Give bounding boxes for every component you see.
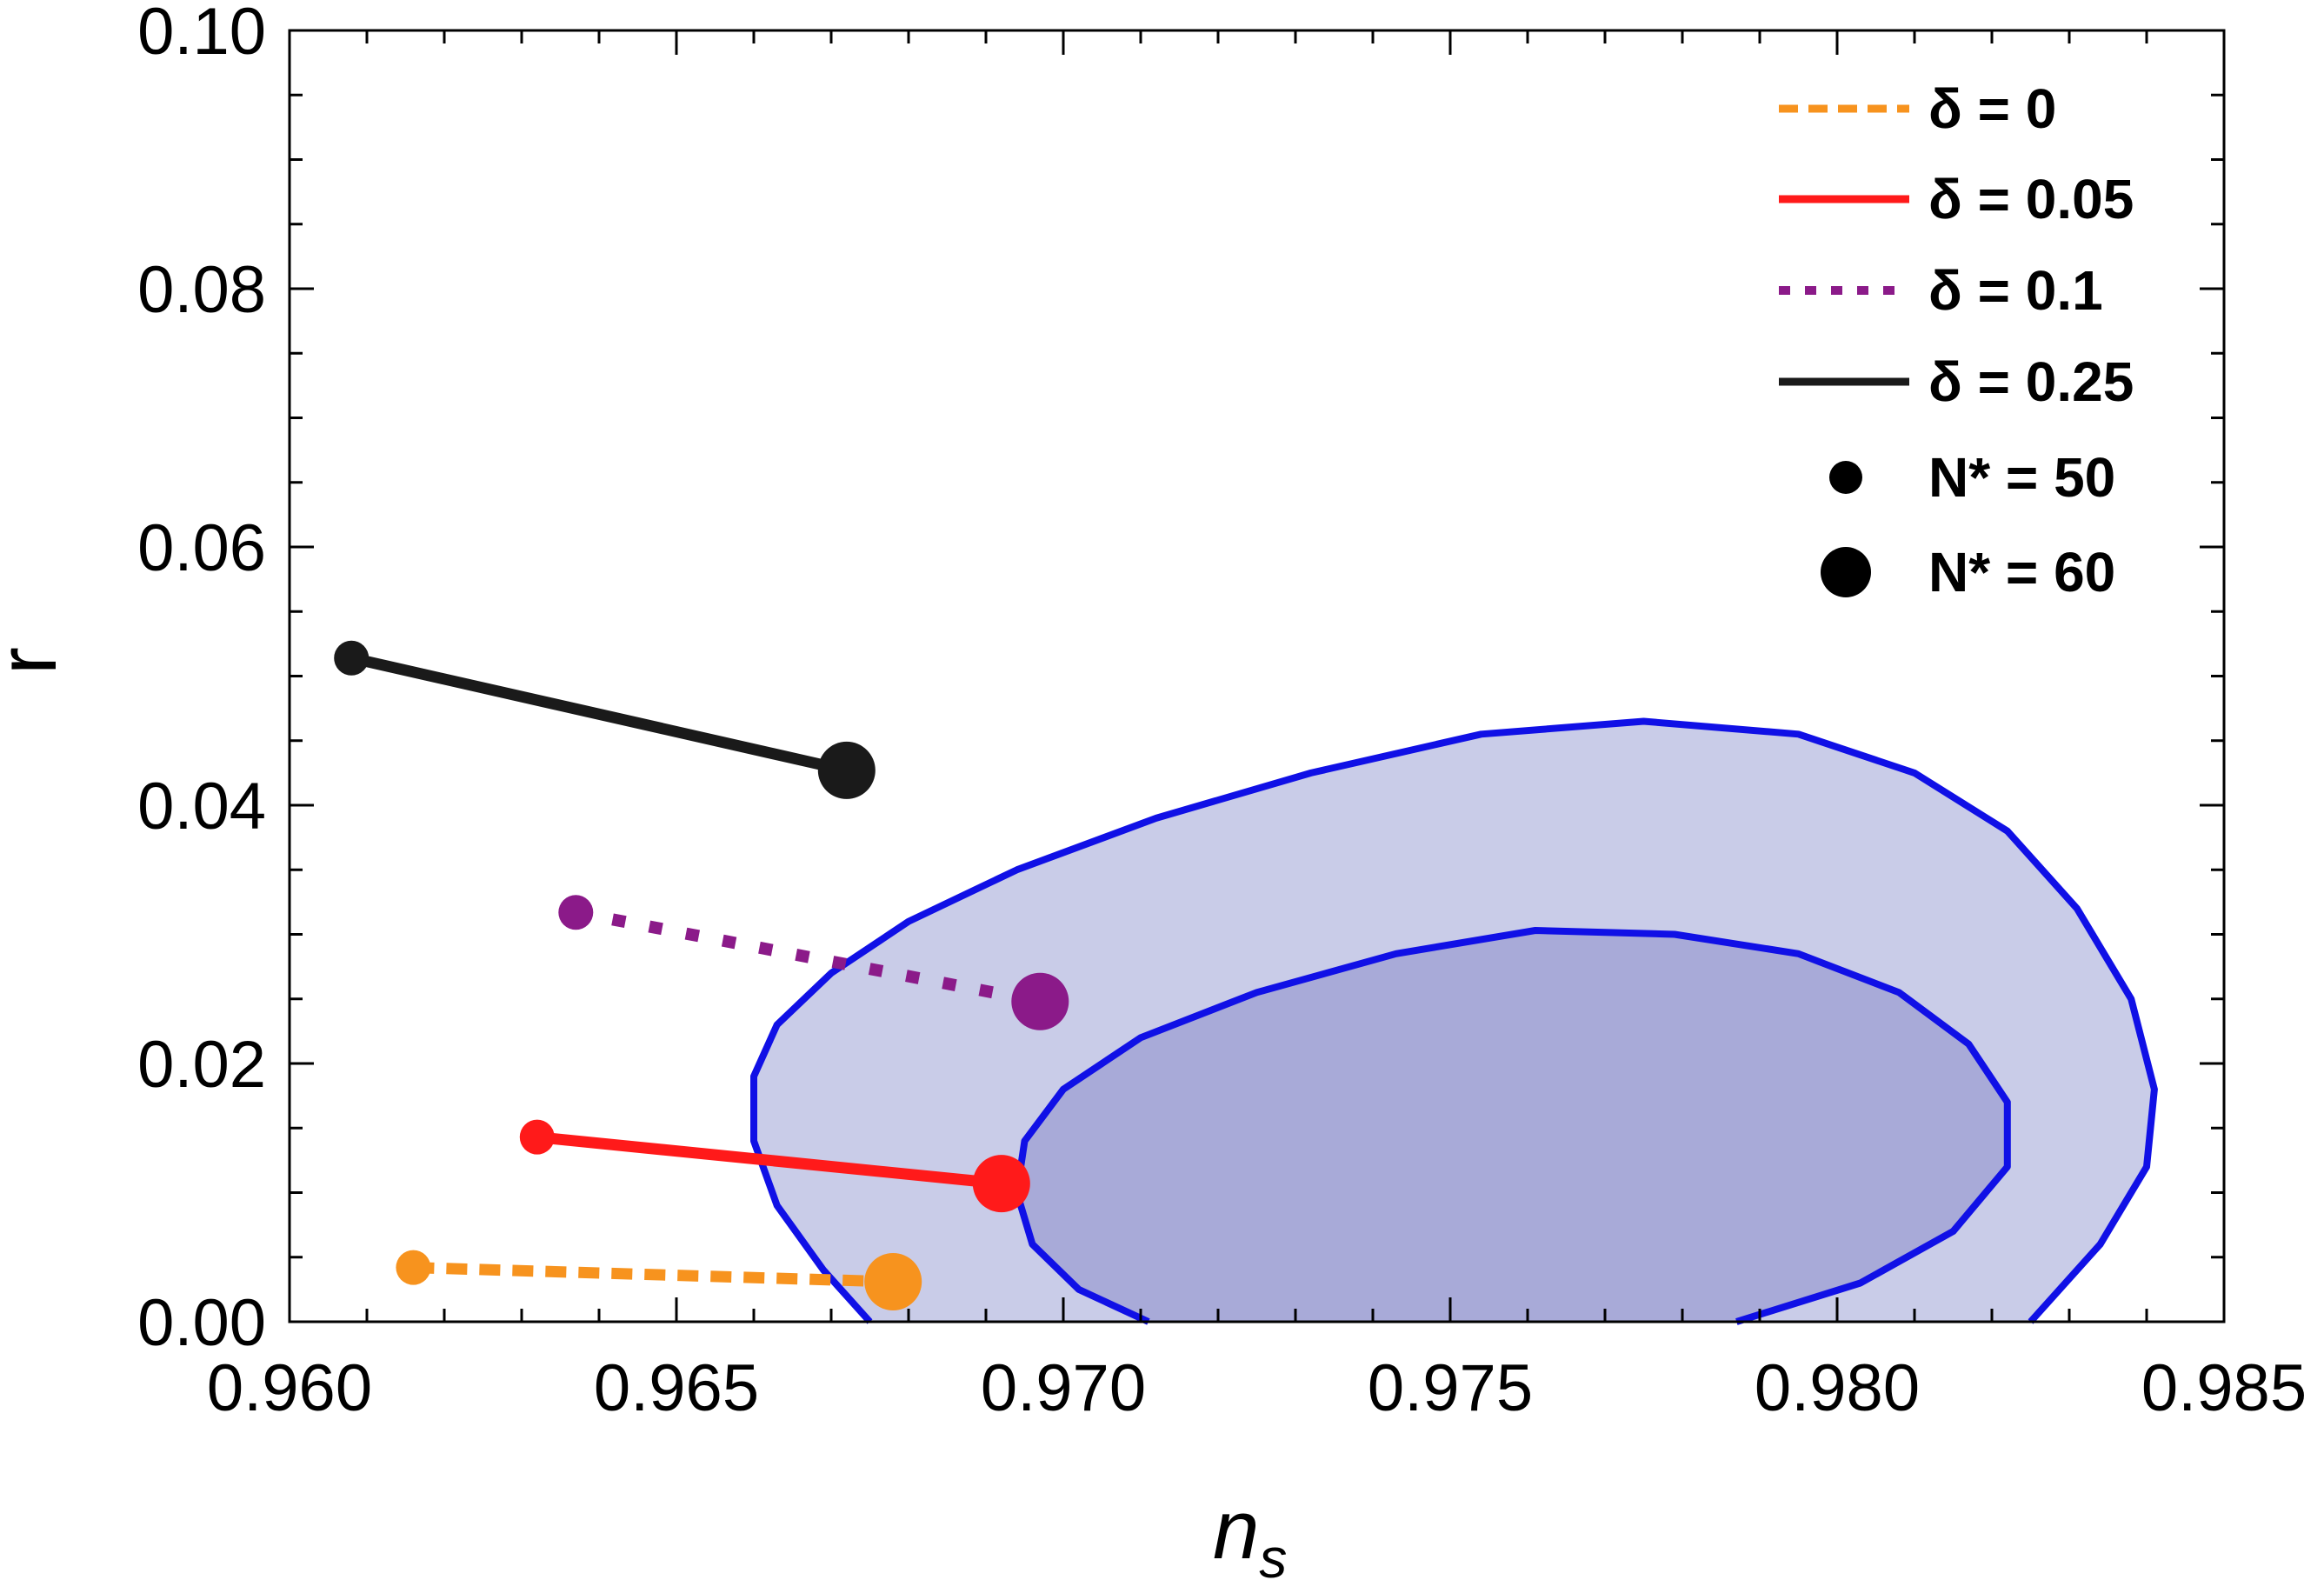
series-line-3	[350, 652, 849, 777]
series-line-0	[413, 1262, 894, 1288]
series-point-n60-1	[972, 1155, 1030, 1213]
axis-ticks	[288, 29, 2226, 1323]
y-tick-labels: 0.00 0.02 0.04 0.06 0.08 0.10	[137, 0, 266, 1360]
series-point-n50-3	[334, 640, 370, 676]
legend-marker-small	[1829, 461, 1862, 494]
legend-label-n60: N* = 60	[1928, 541, 2115, 603]
legend-marker-large	[1821, 547, 1871, 597]
series-point-n60-3	[817, 741, 876, 799]
y-tick-label: 0.10	[137, 0, 266, 69]
x-tick-label: 0.965	[594, 1351, 759, 1425]
x-tick-label: 0.970	[981, 1351, 1146, 1425]
legend-label-n50: N* = 50	[1928, 446, 2115, 509]
series-point-n50-1	[519, 1119, 555, 1155]
y-tick-label: 0.06	[137, 511, 266, 585]
series-point-n50-2	[558, 895, 594, 930]
series-point-n60-0	[864, 1252, 922, 1310]
series-line-2	[574, 906, 1042, 1008]
legend-label-delta-0: δ = 0	[1928, 77, 2056, 140]
legend: δ = 0 δ = 0.05 δ = 0.1 δ = 0.25 N* = 50 …	[1779, 77, 2134, 603]
series-line-1	[536, 1131, 1002, 1190]
x-tick-label: 0.960	[207, 1351, 372, 1425]
series-point-n50-0	[396, 1250, 431, 1285]
x-tick-label: 0.980	[1755, 1351, 1920, 1425]
contour-fill-inner	[1016, 930, 2008, 1322]
contour-line-outer	[750, 717, 2158, 1324]
x-axis-label: ns	[1213, 1483, 1287, 1580]
y-tick-label: 0.08	[137, 253, 266, 327]
data-series	[334, 640, 1069, 1310]
x-tick-label: 0.985	[2141, 1351, 2307, 1425]
series-point-n60-2	[1011, 972, 1069, 1030]
confidence-contours	[750, 717, 2158, 1325]
x-tick-label: 0.975	[1368, 1351, 1533, 1425]
x-axis-label-main: n	[1213, 1483, 1259, 1577]
x-tick-labels: 0.960 0.965 0.970 0.975 0.980 0.985	[207, 1351, 2307, 1425]
y-tick-label: 0.04	[137, 770, 266, 843]
y-tick-label: 0.02	[137, 1028, 266, 1102]
legend-label-delta-0.25: δ = 0.25	[1928, 350, 2134, 413]
y-axis-label: r	[0, 647, 74, 675]
y-tick-label: 0.00	[137, 1286, 266, 1360]
legend-label-delta-0.1: δ = 0.1	[1928, 259, 2103, 322]
legend-label-delta-0.05: δ = 0.05	[1928, 168, 2134, 230]
x-axis-label-subscript: s	[1259, 1527, 1287, 1580]
